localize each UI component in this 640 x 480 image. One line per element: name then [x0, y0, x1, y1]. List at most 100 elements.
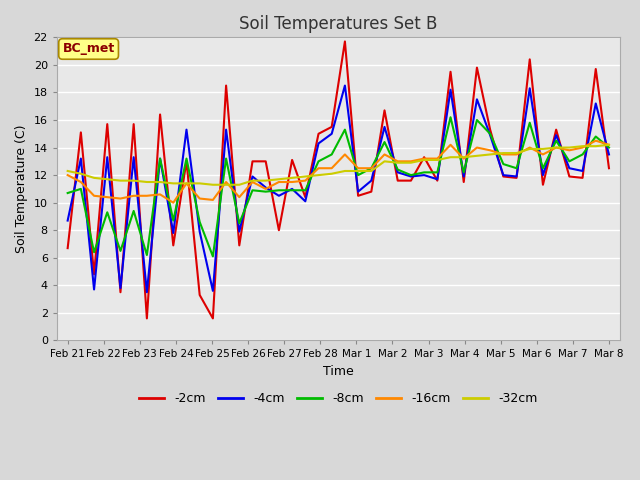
-2cm	[328, 124, 335, 130]
-2cm	[315, 131, 323, 137]
-32cm	[275, 176, 283, 182]
-2cm	[592, 66, 600, 72]
-2cm	[407, 178, 415, 183]
-8cm	[222, 156, 230, 161]
-8cm	[209, 253, 217, 259]
-8cm	[499, 161, 507, 167]
-32cm	[539, 146, 547, 152]
-16cm	[222, 179, 230, 185]
-16cm	[301, 178, 309, 183]
-8cm	[566, 158, 573, 164]
-8cm	[301, 187, 309, 193]
-4cm	[301, 198, 309, 204]
-16cm	[499, 152, 507, 157]
Line: -2cm: -2cm	[68, 41, 609, 318]
-8cm	[367, 165, 375, 171]
-4cm	[566, 165, 573, 171]
-2cm	[156, 112, 164, 118]
-8cm	[526, 120, 534, 126]
-4cm	[275, 193, 283, 199]
-8cm	[156, 156, 164, 161]
-8cm	[116, 248, 124, 254]
-2cm	[77, 130, 84, 135]
-16cm	[130, 193, 138, 199]
-16cm	[182, 180, 190, 186]
-16cm	[236, 194, 243, 200]
-8cm	[513, 165, 520, 171]
-4cm	[367, 178, 375, 183]
-2cm	[143, 315, 150, 321]
-32cm	[486, 152, 494, 157]
Line: -32cm: -32cm	[68, 145, 609, 185]
-16cm	[196, 196, 204, 202]
-4cm	[196, 229, 204, 235]
-32cm	[592, 144, 600, 149]
Text: BC_met: BC_met	[63, 43, 115, 56]
-4cm	[420, 172, 428, 178]
-2cm	[355, 193, 362, 199]
-8cm	[328, 152, 335, 157]
-16cm	[104, 194, 111, 200]
-8cm	[130, 208, 138, 214]
-8cm	[249, 187, 257, 193]
-4cm	[249, 174, 257, 180]
-8cm	[182, 156, 190, 161]
-2cm	[64, 245, 72, 251]
-8cm	[592, 133, 600, 139]
-32cm	[513, 150, 520, 156]
-4cm	[579, 168, 586, 174]
-8cm	[539, 165, 547, 171]
-16cm	[526, 144, 534, 150]
-16cm	[275, 179, 283, 185]
-32cm	[328, 171, 335, 177]
-2cm	[209, 315, 217, 321]
-2cm	[262, 158, 269, 164]
-4cm	[328, 131, 335, 137]
-2cm	[460, 179, 468, 185]
-2cm	[249, 158, 257, 164]
-4cm	[499, 172, 507, 178]
-16cm	[156, 192, 164, 197]
-32cm	[526, 146, 534, 152]
-16cm	[90, 193, 98, 199]
-32cm	[499, 150, 507, 156]
-4cm	[447, 87, 454, 93]
-2cm	[513, 175, 520, 181]
-2cm	[301, 194, 309, 200]
-2cm	[116, 289, 124, 295]
-32cm	[130, 178, 138, 183]
-4cm	[209, 288, 217, 294]
-2cm	[566, 174, 573, 180]
Y-axis label: Soil Temperature (C): Soil Temperature (C)	[15, 125, 28, 253]
-32cm	[116, 178, 124, 183]
-2cm	[196, 292, 204, 298]
-32cm	[170, 180, 177, 186]
-8cm	[355, 172, 362, 178]
-2cm	[381, 108, 388, 113]
-32cm	[262, 178, 269, 183]
-32cm	[196, 180, 204, 186]
-8cm	[394, 167, 401, 172]
-2cm	[275, 228, 283, 233]
-8cm	[579, 152, 586, 157]
-16cm	[341, 152, 349, 157]
-32cm	[367, 168, 375, 174]
-8cm	[275, 187, 283, 193]
-4cm	[182, 127, 190, 132]
-16cm	[288, 179, 296, 185]
-16cm	[513, 152, 520, 157]
-2cm	[526, 57, 534, 62]
-32cm	[605, 142, 613, 148]
-16cm	[605, 142, 613, 148]
-8cm	[143, 252, 150, 258]
-32cm	[182, 180, 190, 186]
-8cm	[605, 144, 613, 150]
-4cm	[170, 230, 177, 236]
-2cm	[288, 157, 296, 163]
-2cm	[222, 83, 230, 88]
-2cm	[579, 175, 586, 181]
-4cm	[552, 132, 560, 138]
-16cm	[433, 156, 441, 161]
-2cm	[170, 242, 177, 248]
-4cm	[526, 85, 534, 91]
